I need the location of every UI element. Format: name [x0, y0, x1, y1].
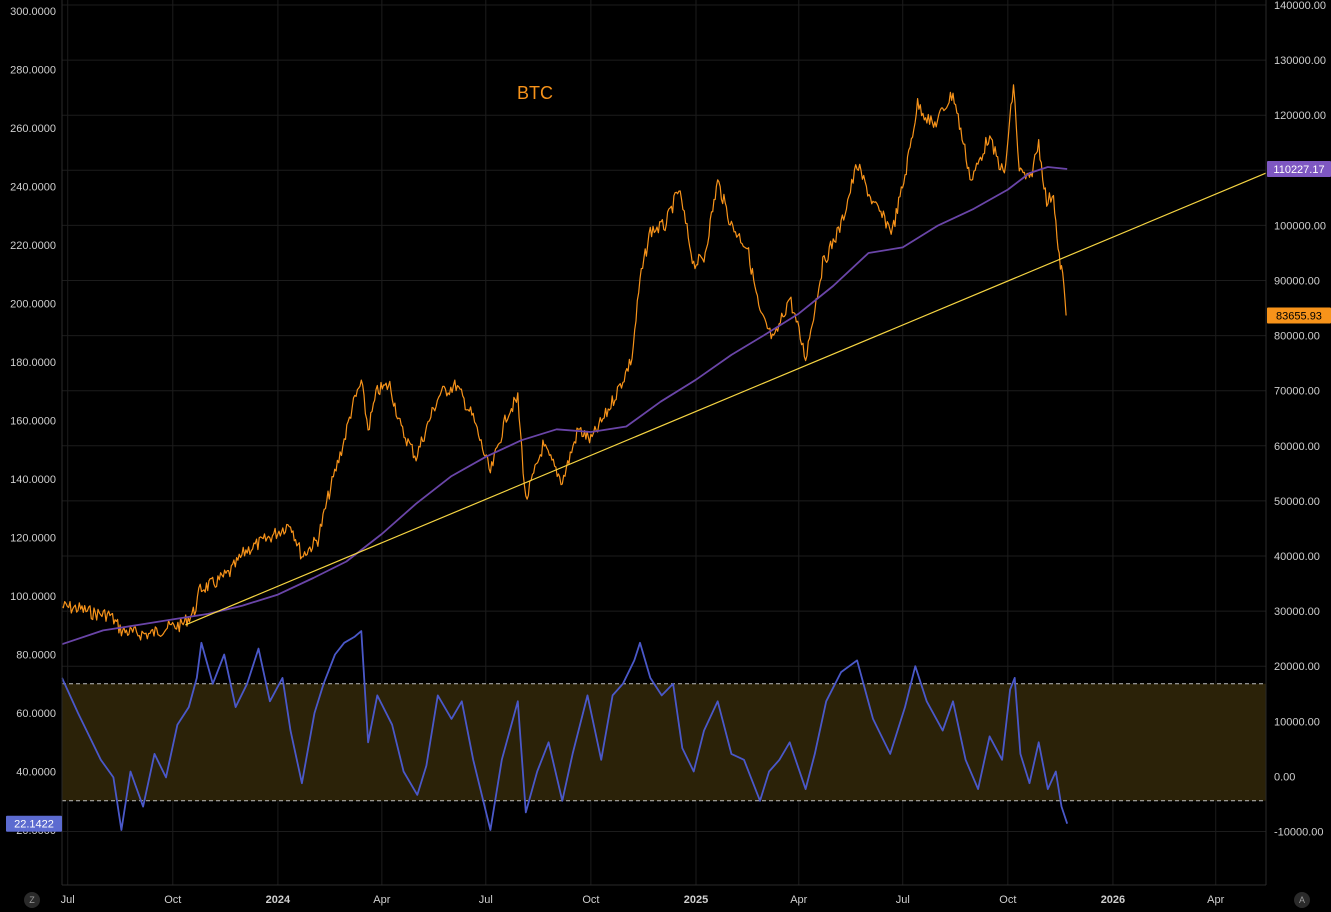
- y-right-tick-label: 80000.00: [1274, 331, 1320, 343]
- y-left-tick-label: 220.0000: [10, 240, 56, 252]
- rsi-line: [61, 630, 1069, 831]
- y-left-tick-label: 120.0000: [10, 533, 56, 545]
- x-tick-label: Apr: [373, 894, 390, 906]
- y-right-tick-label: 0.00: [1274, 771, 1295, 783]
- y-right-tick-label: 100000.00: [1274, 220, 1326, 232]
- btc-annotation: BTC: [517, 83, 553, 103]
- moving-average-line: [61, 166, 1068, 646]
- rsi-band-fill: [62, 683, 1266, 801]
- y-right-tick-label: 50000.00: [1274, 496, 1320, 508]
- trendline: [185, 172, 1267, 626]
- x-tick-label: Oct: [582, 894, 599, 906]
- y-right-tick-label: 20000.00: [1274, 661, 1320, 673]
- y-right-tick-label: 70000.00: [1274, 386, 1320, 398]
- value-badge: [1267, 307, 1331, 324]
- y-right-tick-label: 140000.00: [1274, 0, 1326, 12]
- value-badge-text: 83655.93: [1276, 310, 1322, 322]
- value-badge-text: 110227.17: [1273, 164, 1324, 176]
- y-left-tick-label: 200.0000: [10, 299, 56, 311]
- y-left-tick-label: 240.0000: [10, 182, 56, 194]
- y-right-tick-label: 60000.00: [1274, 441, 1320, 453]
- y-left-tick-label: 60.0000: [16, 708, 56, 720]
- y-left-tick-label: 80.0000: [16, 650, 56, 662]
- y-right-tick-label: 40000.00: [1274, 551, 1320, 563]
- series-layer: [61, 84, 1267, 831]
- y-left-tick-label: 140.0000: [10, 474, 56, 486]
- x-tick-label: Apr: [1207, 894, 1224, 906]
- value-badge: [1267, 161, 1331, 178]
- y-left-tick-label: 300.0000: [10, 6, 56, 18]
- x-tick-label: Oct: [164, 894, 181, 906]
- value-badge-text: 22.1422: [14, 819, 54, 831]
- y-right-tick-label: -10000.00: [1274, 827, 1324, 839]
- btc-price-series: [61, 84, 1067, 641]
- y-right-tick-label: 130000.00: [1274, 55, 1326, 67]
- y-left-tick-label: 160.0000: [10, 416, 56, 428]
- y-left-tick-label: 280.0000: [10, 65, 56, 77]
- x-tick-label: Jul: [479, 894, 493, 906]
- y-right-tick-label: 10000.00: [1274, 716, 1320, 728]
- y-left-tick-label: 260.0000: [10, 123, 56, 135]
- x-tick-label: 2024: [266, 894, 291, 906]
- y-left-tick-label: 180.0000: [10, 357, 56, 369]
- left-corner-button[interactable]: Z: [24, 892, 40, 908]
- x-tick-label: 2026: [1101, 894, 1125, 906]
- badges: 110227.17 83655.93 22.1422: [6, 161, 1331, 832]
- value-badge: [6, 815, 62, 832]
- y-left-tick-label: 100.0000: [10, 591, 56, 603]
- axes: 140000.00130000.00120000.00110000.001000…: [10, 0, 1326, 906]
- x-tick-label: Oct: [999, 894, 1016, 906]
- rsi-band: [62, 683, 1266, 802]
- x-tick-label: 2025: [684, 894, 708, 906]
- x-tick-label: Jul: [896, 894, 910, 906]
- right-corner-button[interactable]: A: [1294, 892, 1310, 908]
- x-tick-label: Jul: [61, 894, 75, 906]
- x-tick-label: Apr: [790, 894, 807, 906]
- y-right-tick-label: 120000.00: [1274, 110, 1326, 122]
- y-right-tick-label: 90000.00: [1274, 276, 1320, 288]
- y-left-tick-label: 40.0000: [16, 767, 56, 779]
- y-right-tick-label: 30000.00: [1274, 606, 1320, 618]
